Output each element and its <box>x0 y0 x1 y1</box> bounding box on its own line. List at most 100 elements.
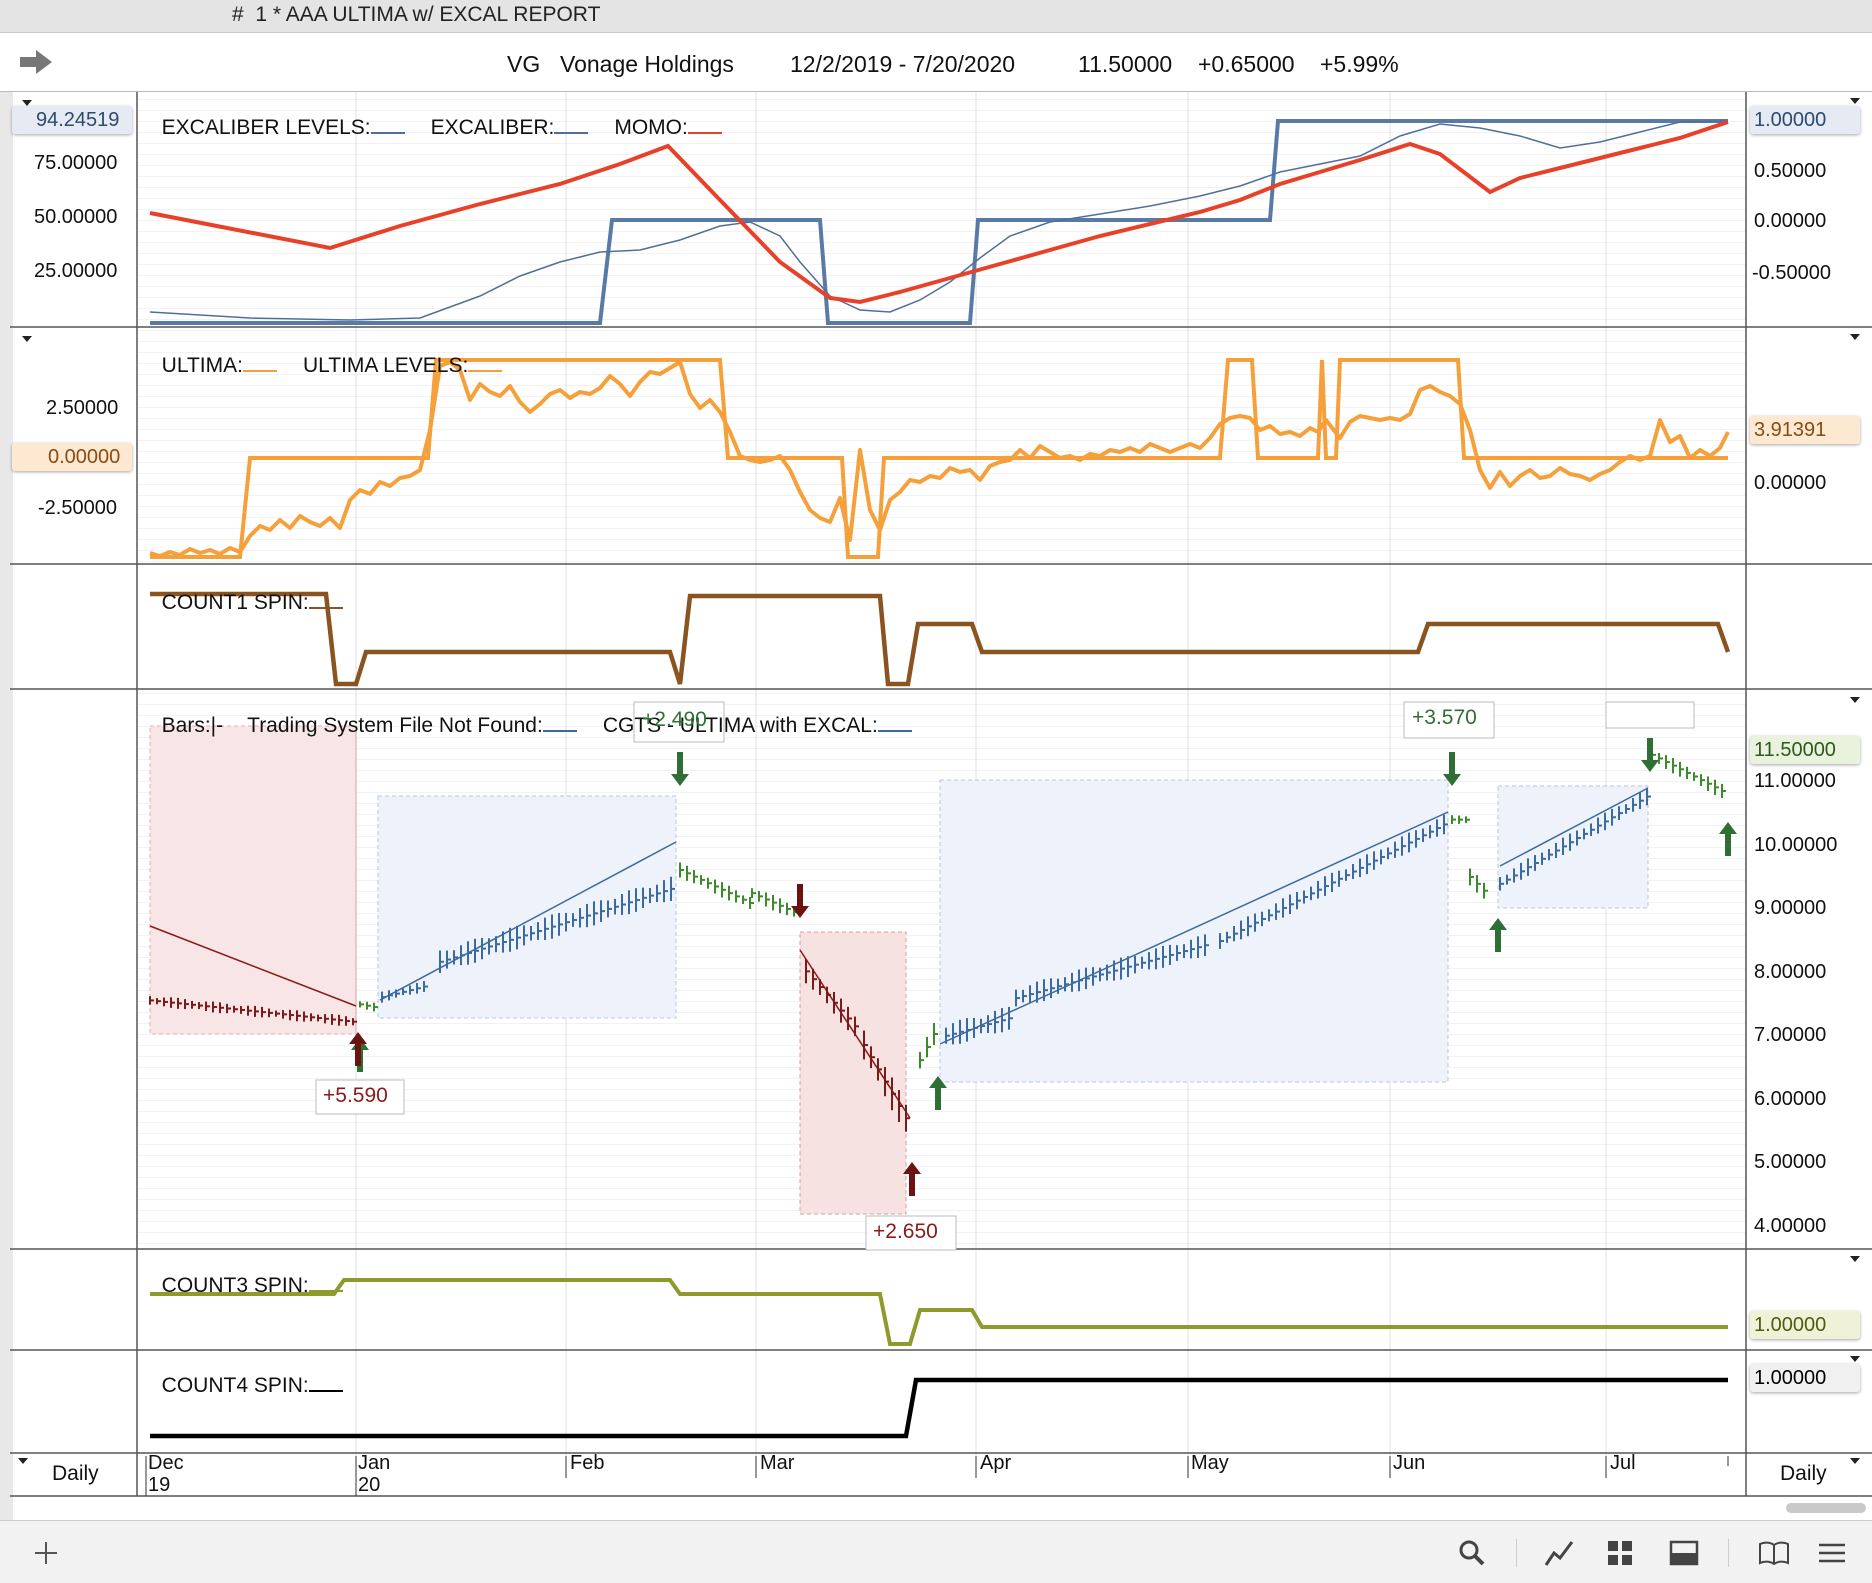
buy-arrow-3 <box>1489 918 1507 952</box>
chart-line-icon[interactable] <box>1540 1535 1580 1571</box>
panel-menu-chevron-icon[interactable] <box>1850 98 1860 104</box>
panel-menu-chevron-icon[interactable] <box>22 336 32 342</box>
window-title: # 1 * AAA ULTIMA w/ EXCAL REPORT <box>232 3 601 26</box>
ultima-panel-grid <box>138 328 1746 563</box>
add-icon[interactable] <box>26 1535 66 1571</box>
price-tick: 5.00000 <box>1754 1151 1827 1173</box>
trade-label: +3.570 <box>1412 706 1477 729</box>
trade-zone-short-2 <box>799 931 907 1215</box>
x-year-label: 19 <box>148 1474 171 1496</box>
x-month-label: Jul <box>1610 1452 1636 1474</box>
panel-menu-chevron-icon[interactable] <box>1850 334 1860 340</box>
excaliber-left-highlight: 94.24519 <box>12 106 132 134</box>
date-range: 12/2/2019 - 7/20/2020 <box>790 51 1016 77</box>
ultima-left-tick: 2.50000 <box>46 397 119 419</box>
x-month-label: Feb <box>570 1452 605 1474</box>
excaliber-left-tick: 50.00000 <box>34 206 118 228</box>
period-selector-right[interactable]: Daily <box>1780 1462 1827 1485</box>
excaliber-left-tick: 25.00000 <box>34 260 118 282</box>
legend-excaliber: EXCALIBER: <box>430 116 555 139</box>
excaliber-legend: EXCALIBER LEVELS: EXCALIBER: MOMO: <box>150 92 722 140</box>
ultima-line <box>149 360 1730 558</box>
panel-menu-chevron-icon[interactable] <box>1850 697 1860 703</box>
left-edge-strip <box>0 92 13 1520</box>
count4-legend: COUNT4 SPIN: <box>150 1350 343 1398</box>
count3-spin-line <box>150 1278 1728 1346</box>
panel-menu-chevron-icon[interactable] <box>22 100 32 106</box>
period-chevron-icon[interactable] <box>18 1458 28 1464</box>
excaliber-line <box>149 120 1729 321</box>
legend-excaliber-levels: EXCALIBER LEVELS: <box>161 116 371 139</box>
trade-label: +2.490 <box>642 708 707 731</box>
horizontal-scrollbar-thumb[interactable] <box>1786 1503 1866 1513</box>
price-tick: 10.00000 <box>1754 834 1838 856</box>
excaliber-levels-line <box>150 119 1728 325</box>
symbol-info-bar: VG Vonage Holdings 12/2/2019 - 7/20/2020… <box>0 33 1872 92</box>
price-legend: Bars:|- Trading System File Not Found: CGT… <box>150 690 912 738</box>
excaliber-left-tick: 75.00000 <box>34 152 118 174</box>
panel-separators <box>10 92 1872 1497</box>
price-change-pct: +5.99% <box>1320 51 1399 77</box>
layout-icon[interactable] <box>1664 1535 1704 1571</box>
price-right-highlight: 11.50000 <box>1750 736 1860 764</box>
legend-ultima-levels: ULTIMA LEVELS: <box>302 354 469 377</box>
price-tick: 4.00000 <box>1754 1215 1827 1237</box>
signal-arrows <box>349 738 1737 1196</box>
x-month-label: Jan <box>358 1452 391 1474</box>
short-arrow <box>791 884 809 918</box>
buy-arrow-4 <box>1719 822 1737 856</box>
price-tick: 6.00000 <box>1754 1088 1827 1110</box>
x-month-label: May <box>1191 1452 1229 1474</box>
ultima-levels-line <box>150 358 1728 559</box>
excaliber-right-tick: -0.50000 <box>1752 262 1831 284</box>
symbol-name: Vonage Holdings <box>560 51 734 77</box>
price-change: +0.65000 <box>1198 51 1295 77</box>
legend-momo: MOMO: <box>614 116 688 139</box>
ultima-left-highlight: 0.00000 <box>12 443 132 471</box>
x-month-label: Dec <box>148 1452 184 1474</box>
search-icon[interactable] <box>1452 1535 1492 1571</box>
period-selector-left[interactable]: Daily <box>52 1462 99 1485</box>
cover-arrow <box>349 1032 367 1066</box>
price-tick: 9.00000 <box>1754 897 1827 919</box>
forward-arrow-icon[interactable] <box>18 47 54 77</box>
sell-arrow <box>671 752 689 786</box>
excaliber-right-tick: 0.50000 <box>1754 160 1827 182</box>
trend-line-5 <box>1499 787 1649 867</box>
count3-legend: COUNT3 SPIN: <box>150 1250 343 1298</box>
trade-label-boxes <box>315 701 1695 1251</box>
trade-label: +2.650 <box>873 1220 938 1243</box>
menu-icon[interactable] <box>1812 1535 1852 1571</box>
excaliber-panel-grid <box>138 92 1746 327</box>
book-icon[interactable] <box>1754 1535 1794 1571</box>
trade-label: +5.590 <box>323 1084 388 1107</box>
trade-zone-long-2 <box>939 779 1449 1083</box>
ultima-left-tick: -2.50000 <box>38 497 117 519</box>
cover-arrow-2 <box>903 1162 921 1196</box>
sell-arrow-3 <box>1641 738 1659 772</box>
x-month-label: Apr <box>980 1452 1012 1474</box>
period-chevron-icon[interactable] <box>1850 1458 1860 1464</box>
panel-menu-chevron-icon[interactable] <box>1850 1356 1860 1362</box>
excaliber-right-tick: 0.00000 <box>1754 210 1827 232</box>
trend-line-1 <box>149 925 357 1007</box>
chart-area[interactable] <box>0 92 1872 1520</box>
x-month-label: Mar <box>760 1452 795 1474</box>
grid-icon[interactable] <box>1600 1535 1640 1571</box>
trade-zone-long-1 <box>377 795 677 1019</box>
count3-right-highlight: 1.00000 <box>1750 1311 1860 1339</box>
legend-cgts: CGTS - ULTIMA with EXCAL: <box>602 714 878 737</box>
x-month-label: Jun <box>1393 1452 1426 1474</box>
symbol-ticker: VG <box>507 51 541 77</box>
trade-zone-long-3 <box>1497 785 1649 909</box>
panel-menu-chevron-icon[interactable] <box>1850 1256 1860 1262</box>
legend-ultima: ULTIMA: <box>161 354 243 377</box>
trade-zone-short-1 <box>149 725 357 1035</box>
price-tick: 8.00000 <box>1754 961 1827 983</box>
last-price: 11.50000 <box>1078 51 1173 77</box>
buy-arrow-2 <box>929 1076 947 1110</box>
excaliber-right-highlight: 1.00000 <box>1750 106 1860 134</box>
ultima-right-highlight: 3.91391 <box>1750 416 1860 444</box>
sell-arrow-2 <box>1443 752 1461 786</box>
price-tick: 7.00000 <box>1754 1024 1827 1046</box>
